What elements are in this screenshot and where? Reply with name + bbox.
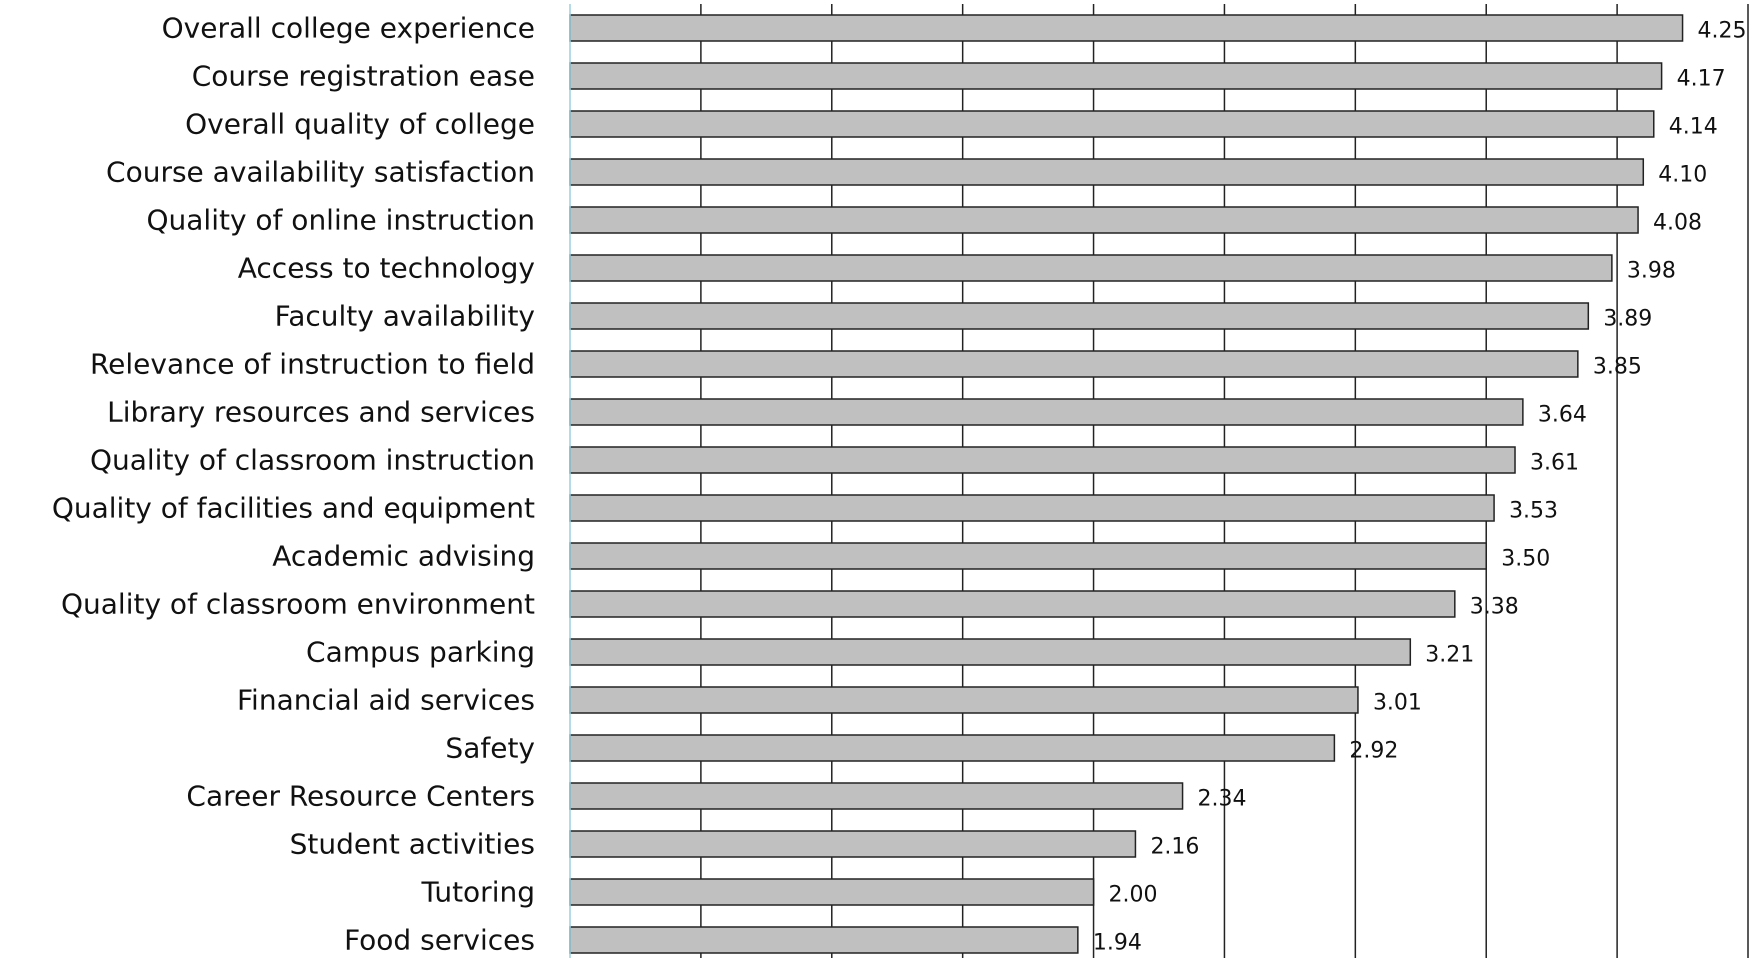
value-label: 3.53 (1509, 499, 1558, 524)
value-label: 3.21 (1425, 643, 1474, 668)
bar (570, 399, 1523, 425)
bar (570, 495, 1494, 521)
bar (570, 879, 1094, 905)
bar (570, 927, 1078, 953)
bar (570, 687, 1358, 713)
category-label: Access to technology (238, 252, 535, 285)
value-label: 3.61 (1530, 451, 1579, 476)
bar (570, 735, 1334, 761)
value-label: 3.98 (1627, 259, 1676, 284)
category-label: Safety (445, 732, 535, 765)
category-label: Overall college experience (162, 12, 535, 45)
category-label: Quality of classroom instruction (90, 444, 535, 477)
bar (570, 111, 1654, 137)
bar (570, 303, 1588, 329)
category-labels: Overall college experience Course registr… (52, 12, 535, 957)
value-label: 2.92 (1349, 739, 1398, 764)
bar (570, 591, 1455, 617)
value-label: 3.85 (1593, 355, 1642, 380)
bar (570, 63, 1662, 89)
bar (570, 639, 1410, 665)
value-label: 4.25 (1698, 19, 1747, 44)
bars (570, 15, 1683, 953)
category-label: Campus parking (306, 636, 535, 669)
category-label: Course availability satisfaction (106, 156, 535, 189)
category-label: Course registration ease (192, 60, 535, 93)
bar (570, 255, 1612, 281)
value-label: 1.94 (1093, 931, 1142, 956)
value-label: 3.01 (1373, 691, 1422, 716)
bar (570, 15, 1683, 41)
value-label: 3.38 (1470, 595, 1519, 620)
grid-lines (701, 4, 1748, 958)
category-label: Student activities (290, 828, 535, 861)
category-label: Tutoring (420, 876, 535, 909)
bar (570, 159, 1643, 185)
category-label: Faculty availability (275, 300, 535, 333)
category-label: Quality of online instruction (146, 204, 535, 237)
value-label: 4.08 (1653, 211, 1702, 236)
value-label: 3.64 (1538, 403, 1587, 428)
bar (570, 207, 1638, 233)
category-label: Food services (344, 924, 535, 957)
category-label: Quality of facilities and equipment (52, 492, 535, 525)
value-label: 3.50 (1501, 547, 1550, 572)
category-label: Library resources and services (107, 396, 535, 429)
category-label: Overall quality of college (185, 108, 535, 141)
category-label: Career Resource Centers (186, 780, 535, 813)
value-label: 3.89 (1603, 307, 1652, 332)
category-label: Relevance of instruction to field (90, 348, 535, 381)
bar (570, 543, 1486, 569)
value-label: 2.34 (1198, 787, 1247, 812)
value-label: 4.10 (1658, 163, 1707, 188)
category-label: Academic advising (272, 540, 535, 573)
value-label: 4.14 (1669, 115, 1718, 140)
bar (570, 447, 1515, 473)
category-label: Financial aid services (237, 684, 535, 717)
bar (570, 351, 1578, 377)
bar (570, 783, 1183, 809)
category-label: Quality of classroom environment (61, 588, 535, 621)
value-label: 2.00 (1109, 883, 1158, 908)
bar (570, 831, 1135, 857)
value-label: 2.16 (1150, 835, 1199, 860)
value-label: 4.17 (1677, 67, 1726, 92)
